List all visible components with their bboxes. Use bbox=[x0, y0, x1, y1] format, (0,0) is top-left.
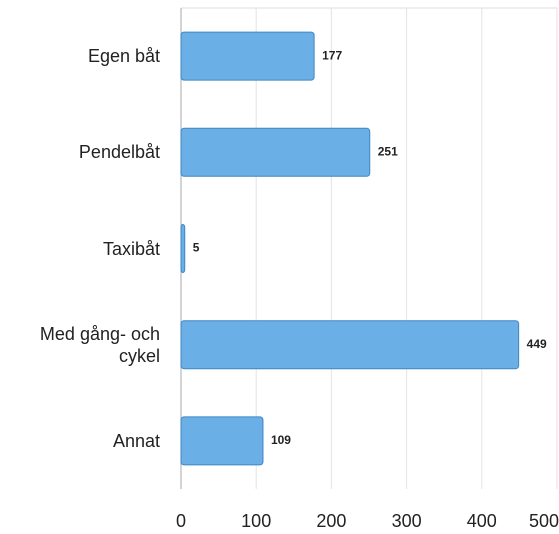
value-label: 5 bbox=[193, 241, 200, 255]
y-tick-label: Taxibåt bbox=[102, 238, 160, 259]
y-tick-label: Egen båt bbox=[87, 46, 160, 67]
value-label: 449 bbox=[527, 337, 547, 351]
bar bbox=[180, 320, 520, 370]
bar bbox=[180, 31, 315, 81]
bar bbox=[180, 224, 186, 273]
value-label: 251 bbox=[378, 144, 398, 158]
x-tick-label: 500 bbox=[529, 511, 559, 531]
bar bbox=[180, 127, 371, 177]
x-tick-label: 200 bbox=[316, 511, 346, 531]
y-tick-label: Annat bbox=[112, 430, 160, 451]
value-label: 177 bbox=[322, 48, 342, 62]
x-tick-label: 0 bbox=[176, 511, 186, 531]
x-tick-label: 100 bbox=[241, 511, 271, 531]
bar bbox=[180, 416, 264, 466]
value-label: 109 bbox=[271, 433, 291, 447]
x-tick-label: 300 bbox=[392, 511, 422, 531]
x-tick-label: 400 bbox=[467, 511, 497, 531]
y-tick-label: Med gång- och cykel bbox=[39, 323, 160, 366]
y-tick-label: Pendelbåt bbox=[78, 142, 160, 163]
